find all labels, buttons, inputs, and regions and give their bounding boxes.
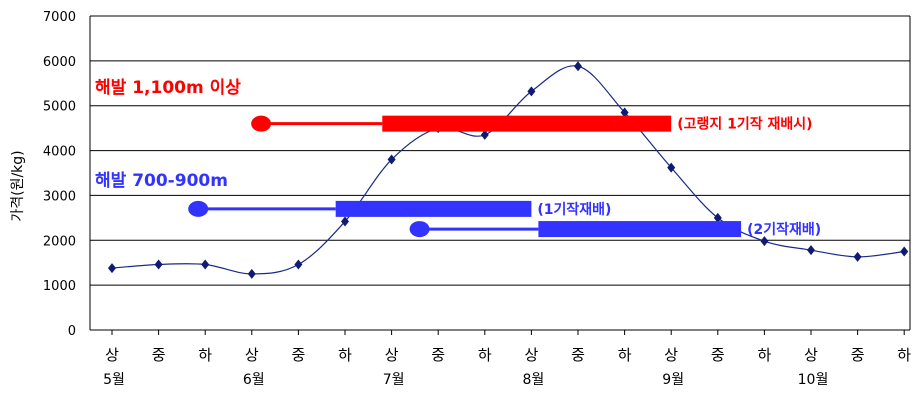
price-series bbox=[108, 61, 909, 279]
gridlines bbox=[89, 15, 911, 331]
data-point bbox=[807, 245, 815, 256]
data-point bbox=[294, 259, 303, 270]
y-tick-label: 6000 bbox=[43, 55, 76, 70]
x-tick-label: 상 bbox=[524, 346, 538, 364]
annotation-heading: 해발 1,100m 이상 bbox=[95, 78, 241, 98]
x-tick-label: 중 bbox=[152, 346, 166, 364]
range-label: (고랭지 1기작 재배시) bbox=[677, 116, 812, 133]
x-tick-label: 중 bbox=[571, 346, 585, 364]
range-start-dot bbox=[251, 115, 272, 132]
data-point bbox=[900, 246, 909, 257]
data-point bbox=[527, 86, 536, 97]
x-tick-label: 하 bbox=[897, 346, 911, 364]
data-point bbox=[760, 236, 769, 247]
range-thick-bar bbox=[382, 115, 672, 132]
month-label: 9월 bbox=[662, 372, 684, 388]
x-axis: 상 중 하 상 중 하 상 중 하 상 중 하 상 중 하 상 중 하 5월 6월 7월 8월 9월 10월 bbox=[103, 330, 911, 388]
range-start-dot bbox=[188, 200, 209, 217]
range-label: (2기작재배) bbox=[747, 221, 821, 238]
x-tick-label: 상 bbox=[804, 346, 818, 364]
data-point bbox=[201, 259, 210, 270]
data-point bbox=[713, 212, 722, 223]
y-axis-label: 가격(원/kg) bbox=[10, 150, 26, 221]
range-label: (1기작재배) bbox=[537, 201, 611, 218]
data-point bbox=[853, 251, 862, 262]
x-tick-label: 하 bbox=[757, 346, 771, 364]
y-tick-label: 5000 bbox=[43, 100, 76, 115]
data-point bbox=[154, 259, 163, 270]
x-tick-label: 하 bbox=[478, 346, 492, 364]
month-label: 5월 bbox=[103, 372, 125, 388]
y-tick-label: 1000 bbox=[43, 279, 76, 294]
range-start-dot bbox=[409, 221, 430, 238]
x-tick-label: 중 bbox=[291, 346, 305, 364]
data-point bbox=[620, 107, 629, 118]
x-tick-label: 하 bbox=[338, 346, 352, 364]
month-label: 7월 bbox=[383, 372, 405, 388]
data-point bbox=[667, 162, 676, 173]
data-point bbox=[574, 61, 582, 72]
x-tick-label: 상 bbox=[385, 346, 399, 364]
y-tick-label: 4000 bbox=[43, 145, 76, 160]
month-label: 10월 bbox=[798, 372, 829, 388]
month-label: 8월 bbox=[523, 372, 545, 388]
y-tick-label: 2000 bbox=[43, 234, 76, 249]
data-point bbox=[247, 268, 256, 279]
annotation-heading: 해발 700-900m bbox=[95, 171, 228, 191]
y-tick-label: 0 bbox=[68, 324, 76, 339]
month-label: 6월 bbox=[243, 372, 265, 388]
data-point bbox=[387, 154, 396, 165]
y-tick-label: 7000 bbox=[43, 10, 76, 25]
y-axis: 0 1000 2000 3000 4000 5000 6000 7000 bbox=[43, 10, 76, 339]
range-thick-bar bbox=[335, 200, 532, 217]
range-thick-bar bbox=[538, 221, 742, 238]
x-tick-label: 상 bbox=[664, 346, 678, 364]
x-tick-label: 상 bbox=[105, 346, 119, 364]
y-tick-label: 3000 bbox=[43, 189, 76, 204]
x-tick-label: 중 bbox=[711, 346, 725, 364]
x-tick-label: 중 bbox=[431, 346, 445, 364]
x-tick-label: 중 bbox=[851, 346, 865, 364]
x-tick-label: 상 bbox=[245, 346, 259, 364]
data-point bbox=[108, 263, 116, 274]
cultivation-annotations: 해발 1,100m 이상 (고랭지 1기작 재배시) 해발 700-900m (1기작… bbox=[95, 78, 821, 238]
data-point bbox=[341, 216, 349, 227]
data-point bbox=[480, 129, 489, 140]
x-tick-label: 하 bbox=[198, 346, 212, 364]
x-tick-label: 하 bbox=[618, 346, 632, 364]
